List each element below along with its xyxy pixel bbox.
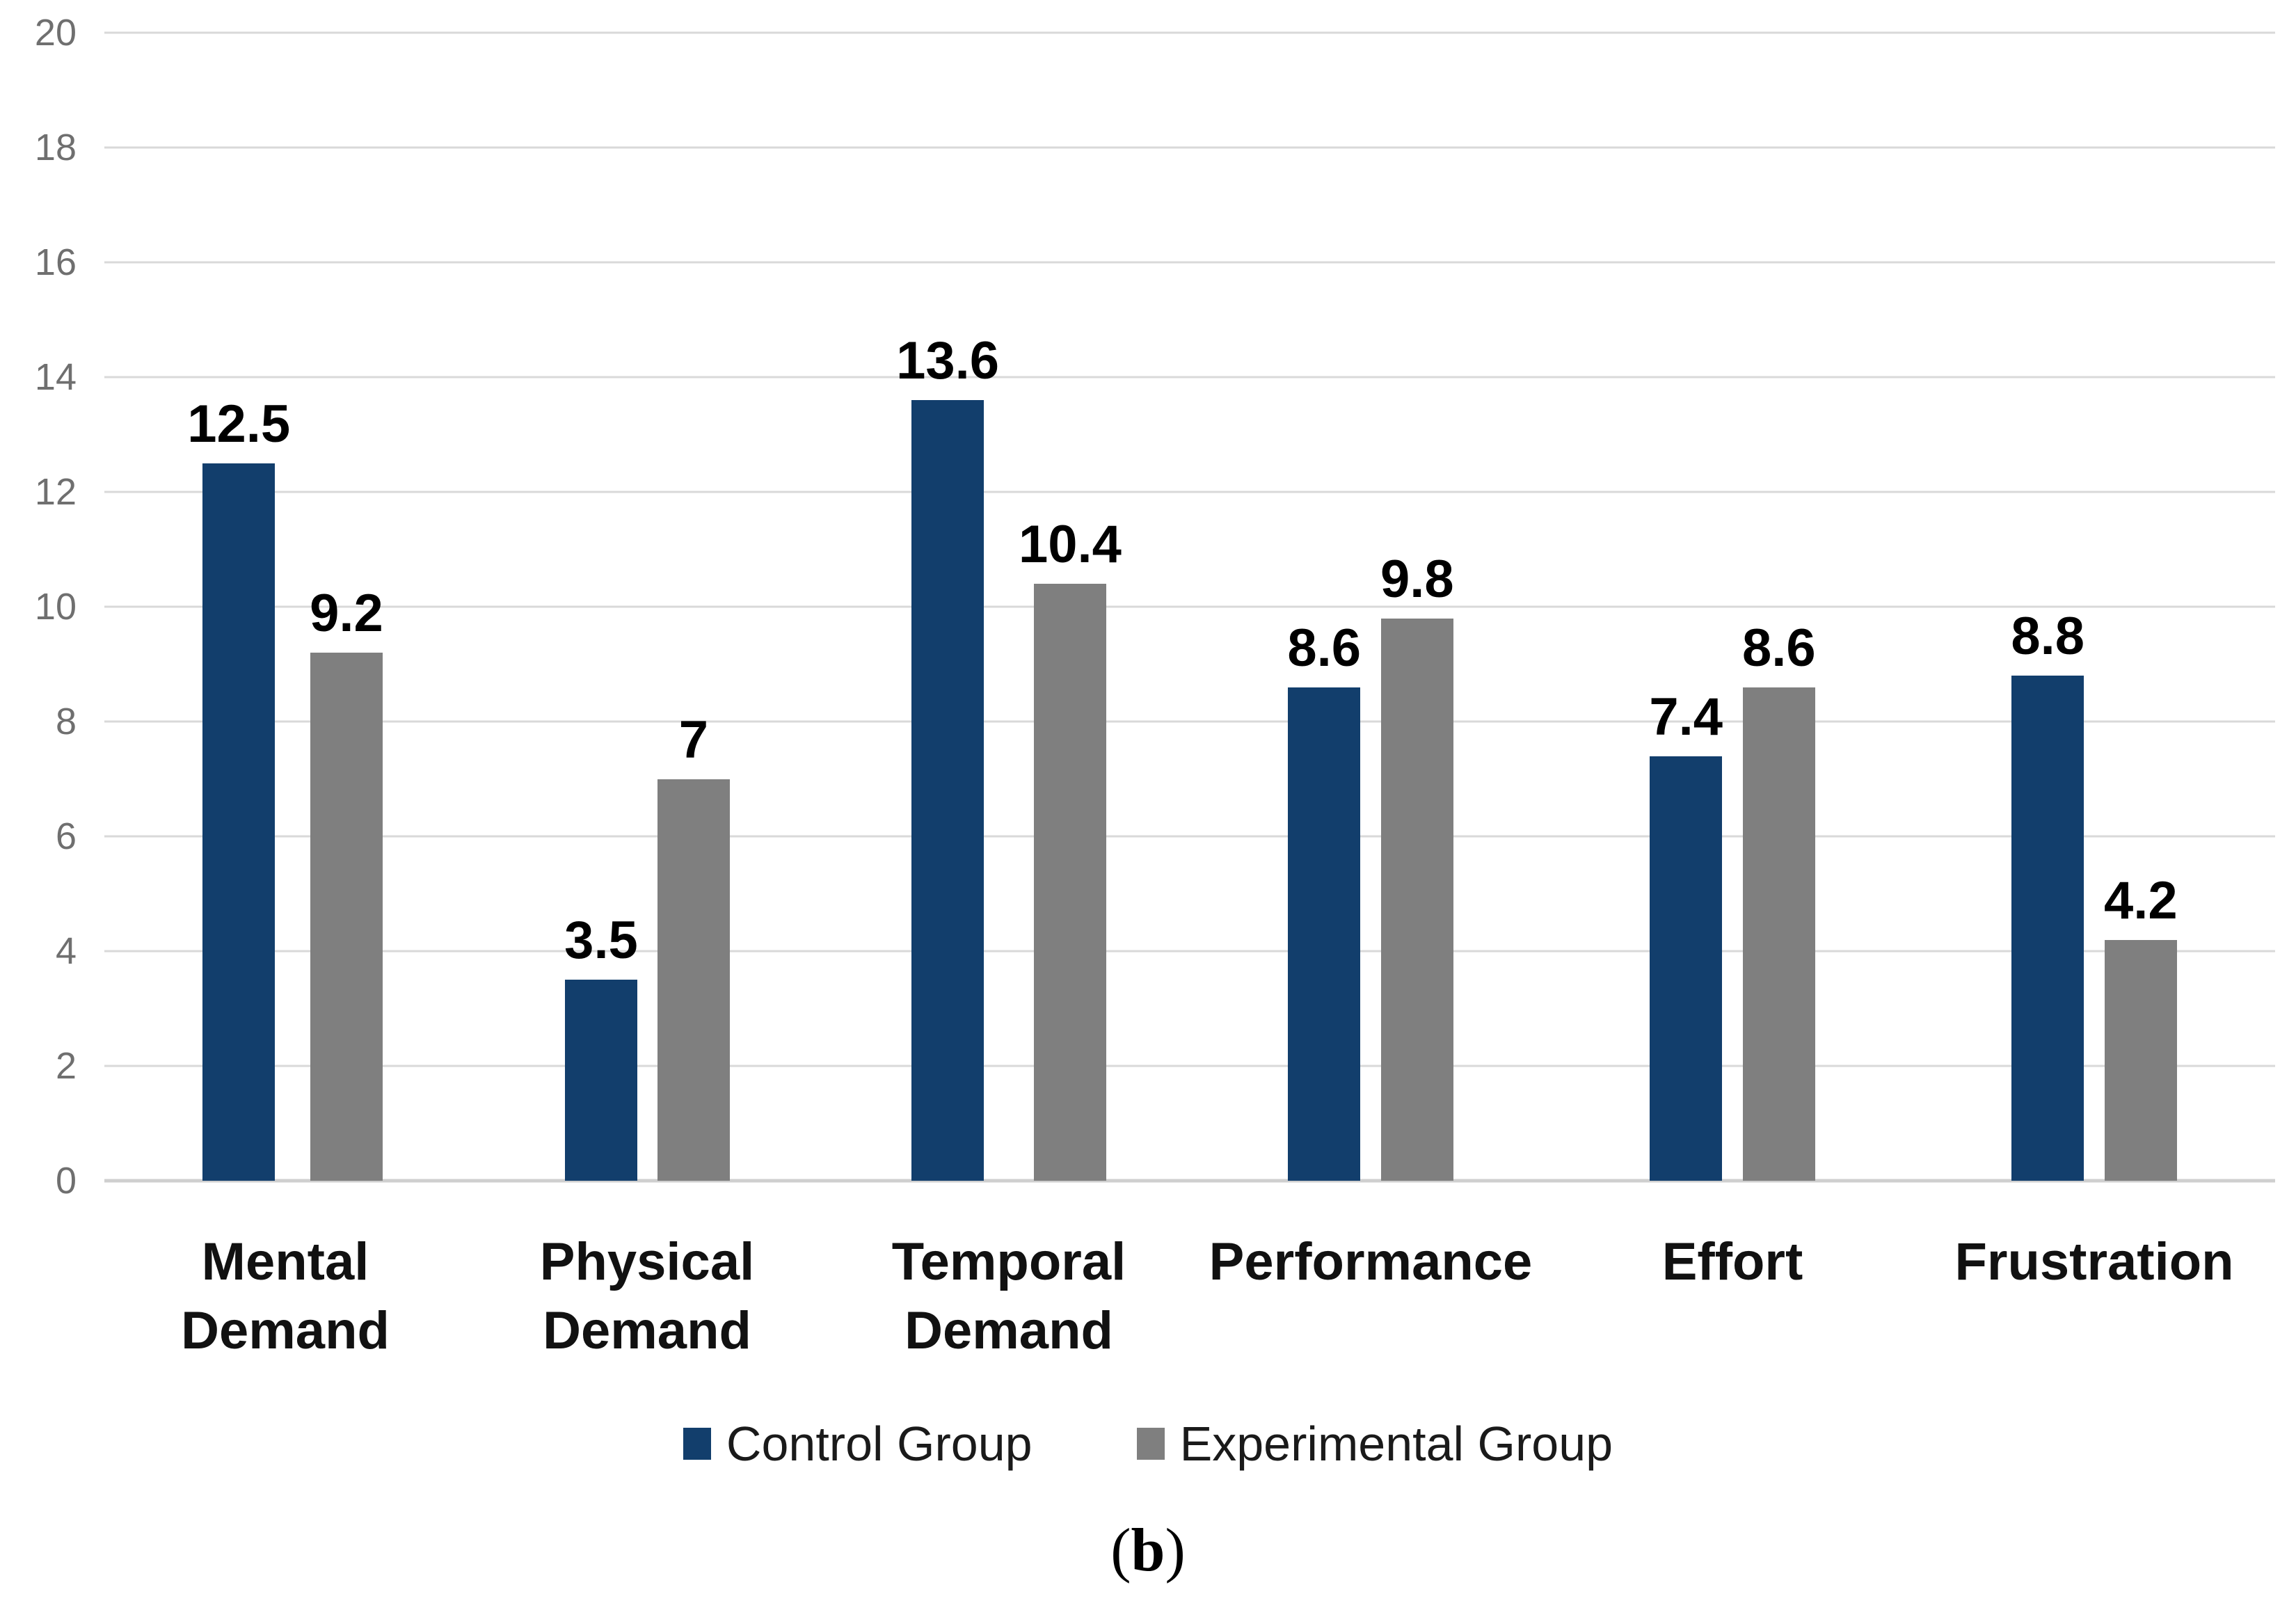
x-axis-category-labels: Mental Demand Physical Demand Temporal Dem… [104,1228,2275,1366]
y-axis-tick-label-20: 20 [34,12,77,54]
bar-control-group [911,400,984,1181]
bar-control-group [202,463,276,1181]
bar-group-item: 4.2 [2104,870,2178,1181]
x-category-label-0: Mental Demand [181,1232,390,1360]
bar-experimental-group [1380,618,1453,1181]
bar-experimental-group [657,779,730,1181]
bar-value-label: 8.6 [1287,618,1361,678]
y-axis-tick-label-4: 4 [55,930,77,972]
caption-close-paren: ) [1165,1517,1186,1584]
caption-open-paren: ( [1110,1517,1131,1584]
bar-group-item: 3.5 [564,914,638,1181]
bar-group-item: 8.8 [2011,610,2084,1181]
legend-swatch-control-group-icon [683,1428,711,1460]
gridline-y-2 [104,1065,2275,1067]
legend-item-control-group: Control Group [683,1419,1033,1468]
bar-group-item: 9.8 [1380,549,1454,1181]
bar-value-label: 7 [678,710,708,770]
bar-control-group [2011,676,2084,1181]
bar-group-item: 8.6 [1287,618,1361,1181]
legend-swatch-experimental-group-icon [1136,1428,1165,1460]
bar-group-item: 10.4 [1019,518,1122,1181]
y-axis-tick-label-8: 8 [55,701,77,742]
legend: Control Group Experimental Group [0,1419,2296,1468]
bars-row: 12.5 9.2 3.5 7 13.6 10.4 8.6 9.8 7.4 8.6 8.8 4.2 [104,33,2275,1181]
y-axis-tick-label-18: 18 [34,127,77,168]
legend-item-experimental-group: Experimental Group [1136,1417,1613,1471]
category-slot-0: 12.5 9.2 [104,33,466,1181]
bar-group-item: 9.2 [310,587,383,1181]
legend-label-experimental-group: Experimental Group [1179,1417,1613,1471]
category-slot-4: 7.4 8.6 [1552,33,1913,1181]
bar-experimental-group [2104,939,2177,1181]
bar-experimental-group [1742,687,1815,1181]
bar-value-label: 13.6 [896,331,999,390]
y-axis-tick-label-2: 2 [55,1045,77,1087]
category-slot-5: 8.8 4.2 [1913,33,2275,1181]
gridline-y-6 [104,835,2275,838]
x-category-label-5: Frustration [1954,1232,2234,1291]
bar-value-label: 9.2 [310,584,383,643]
bar-experimental-group [310,653,383,1181]
bar-value-label: 12.5 [187,394,291,454]
bar-group-item: 7.4 [1649,687,1723,1181]
bar-value-label: 9.8 [1380,549,1454,609]
gridline-y-0 [104,1179,2275,1183]
gridline-y-12 [104,491,2275,493]
gridline-y-4 [104,950,2275,953]
y-axis-tick-label-6: 6 [55,815,77,857]
bar-control-group [565,980,637,1181]
category-slot-1: 3.5 7 [466,33,828,1181]
category-slot-3: 8.6 9.8 [1190,33,1552,1181]
caption-letter: b [1131,1517,1165,1584]
gridline-y-14 [104,376,2275,379]
bar-value-label: 3.5 [564,911,638,971]
legend-label-control-group: Control Group [726,1417,1033,1471]
category-slot-2: 13.6 10.4 [828,33,1190,1181]
y-axis-tick-label-12: 12 [34,471,77,513]
x-category-label-1: Physical Demand [539,1232,755,1360]
bar-value-label: 8.8 [2011,607,2084,666]
bar-value-label: 4.2 [2104,870,2178,930]
gridline-y-10 [104,605,2275,608]
y-axis-tick-label-14: 14 [34,356,77,398]
gridline-y-20 [104,31,2275,34]
bar-value-label: 10.4 [1019,515,1122,574]
bar-experimental-group [1033,584,1106,1181]
bar-control-group [1650,756,1723,1181]
figure-caption: (b) [0,1520,2296,1582]
bar-group-item: 7 [657,710,730,1181]
y-axis-tick-label-0: 0 [55,1160,77,1202]
bar-group-item: 13.6 [896,335,999,1181]
x-category-label-2: Temporal Demand [891,1232,1126,1360]
bar-group-item: 12.5 [187,394,291,1181]
bar-value-label: 8.6 [1742,618,1816,678]
y-axis-tick-label-10: 10 [34,586,77,628]
x-category-label-3: Performance [1209,1232,1533,1291]
gridline-y-8 [104,720,2275,723]
y-axis-tick-label-16: 16 [34,241,77,283]
gridline-y-18 [104,146,2275,149]
bar-value-label: 7.4 [1649,687,1723,747]
x-category-label-4: Effort [1661,1232,1803,1291]
bar-control-group [1288,687,1361,1181]
gridline-y-16 [104,261,2275,264]
bar-group-item: 8.6 [1742,618,1816,1181]
